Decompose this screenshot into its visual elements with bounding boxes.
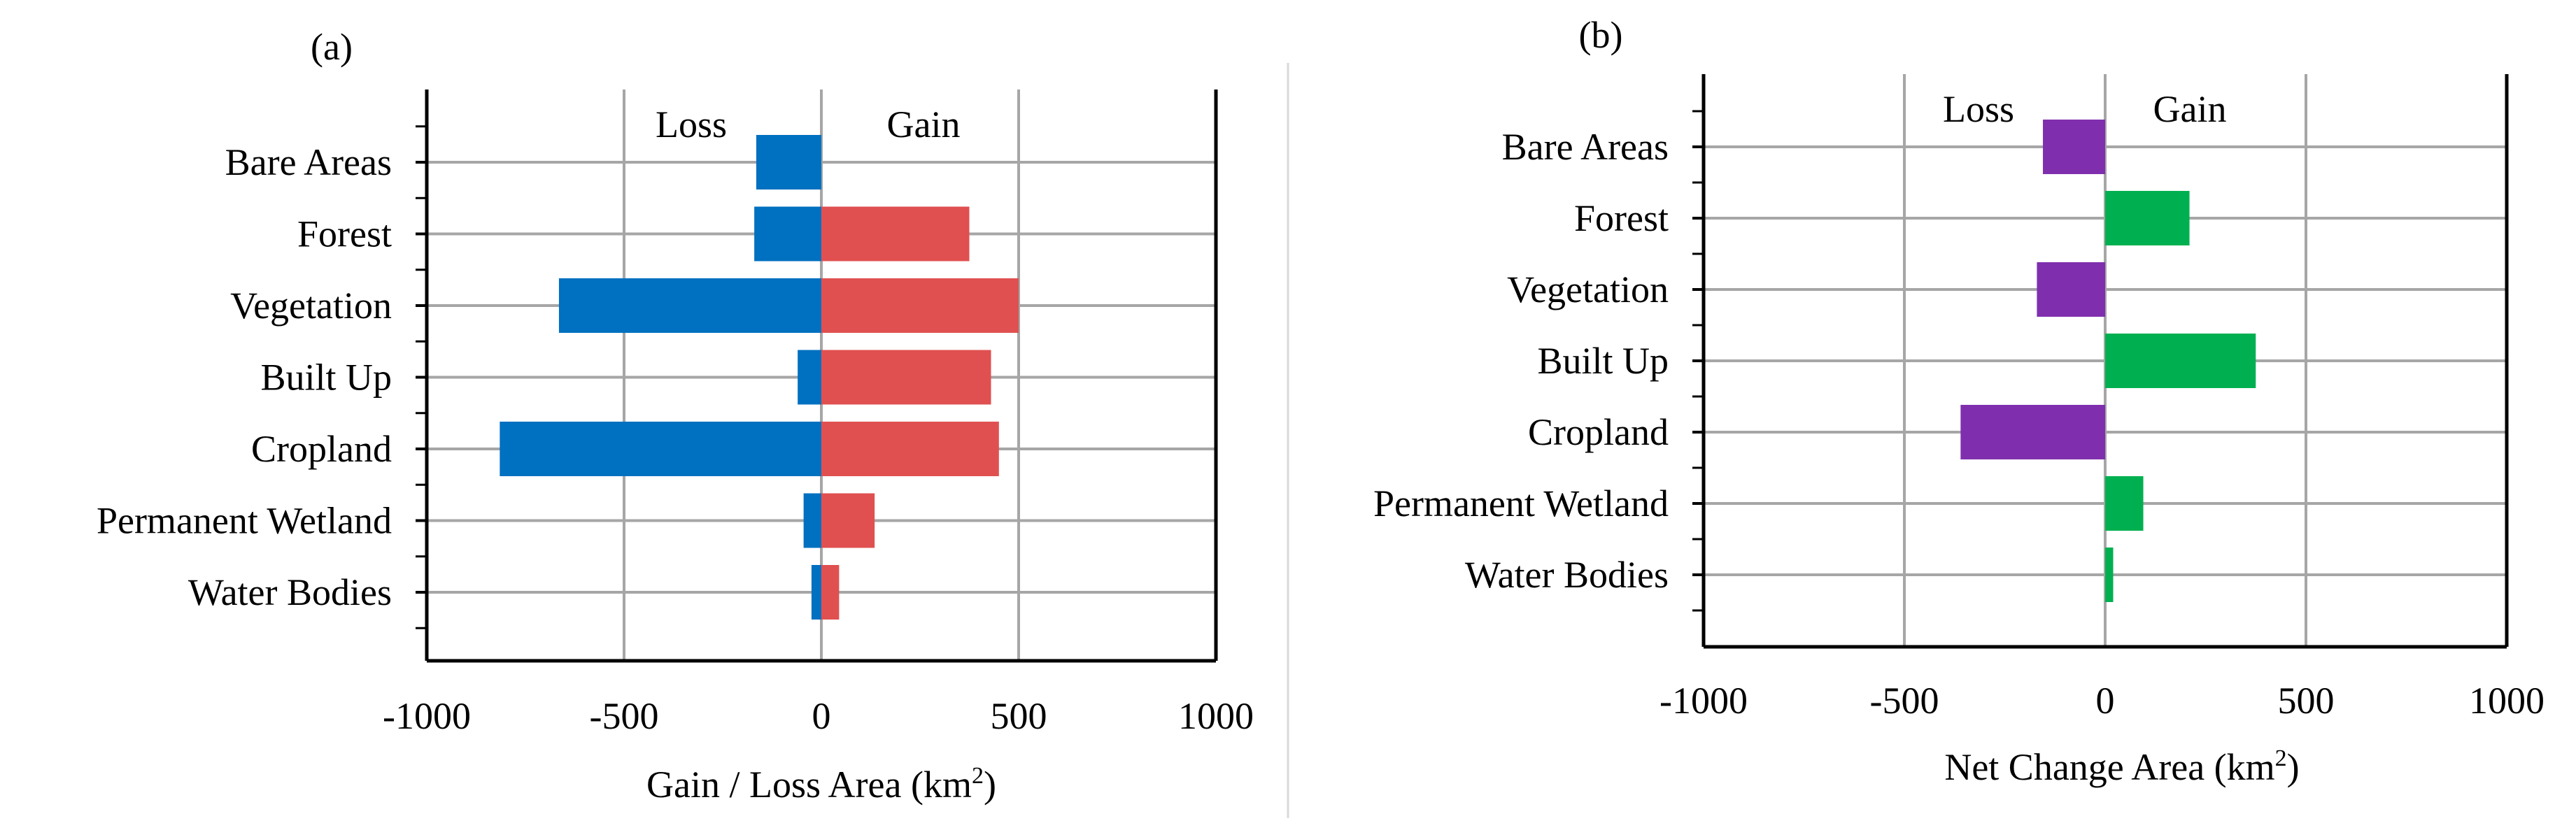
category-label: Vegetation bbox=[1507, 269, 1669, 310]
category-label: Vegetation bbox=[230, 285, 392, 327]
x-tick-label: 500 bbox=[991, 695, 1047, 737]
gain-annotation: Gain bbox=[887, 103, 961, 145]
category-label: Permanent Wetland bbox=[1373, 482, 1669, 524]
x-tick-label: 1000 bbox=[2469, 680, 2545, 722]
category-label: Cropland bbox=[1528, 411, 1669, 453]
bar-loss-built-up bbox=[798, 350, 821, 405]
category-label: Forest bbox=[297, 213, 392, 255]
bars bbox=[500, 135, 1019, 620]
chart-panel-a: (a) Bare Areas Forest Vegetation Built Up Cr… bbox=[97, 26, 1254, 806]
x-tick-label: 0 bbox=[812, 695, 831, 737]
bar-net-change-bare-areas bbox=[2043, 120, 2105, 174]
bar-net-change-built-up bbox=[2105, 334, 2256, 388]
category-label: Bare Areas bbox=[1502, 126, 1669, 168]
category-label: Built Up bbox=[1537, 340, 1669, 382]
category-label: Forest bbox=[1574, 197, 1669, 239]
category-labels: Bare Areas Forest Vegetation Built Up Cropla… bbox=[97, 141, 392, 613]
bar-net-change-permanent-wetland bbox=[2105, 476, 2144, 531]
chart-panel-b: (b) Bare Areas Forest Vegetation Built Up Cr… bbox=[1373, 14, 2545, 788]
loss-annotation: Loss bbox=[1943, 88, 2014, 130]
bar-net-change-water-bodies bbox=[2105, 548, 2114, 602]
bar-gain-vegetation bbox=[821, 278, 1019, 333]
x-tick-label: 500 bbox=[2278, 680, 2335, 722]
bar-net-change-vegetation bbox=[2037, 262, 2105, 317]
x-axis-title: Net Change Area (km2) bbox=[1944, 745, 2299, 788]
bar-net-change-forest bbox=[2105, 191, 2190, 245]
panel-label: (a) bbox=[311, 26, 353, 68]
gain-annotation: Gain bbox=[2153, 88, 2227, 130]
loss-annotation: Loss bbox=[656, 103, 727, 145]
axes bbox=[1692, 74, 2509, 649]
bar-gain-cropland bbox=[821, 422, 999, 476]
x-tick-label: -1000 bbox=[383, 695, 471, 737]
bar-gain-water-bodies bbox=[821, 565, 840, 620]
bars bbox=[1960, 120, 2256, 602]
x-tick-label: -500 bbox=[590, 695, 659, 737]
bar-gain-forest bbox=[821, 206, 970, 262]
x-axis-title: Gain / Loss Area (km2) bbox=[646, 763, 996, 806]
category-label: Water Bodies bbox=[1465, 554, 1669, 596]
category-label: Built Up bbox=[260, 357, 392, 399]
bar-loss-vegetation bbox=[558, 278, 821, 333]
bar-gain-built-up bbox=[821, 350, 991, 405]
bar-loss-cropland bbox=[500, 422, 821, 476]
category-labels: Bare Areas Forest Vegetation Built Up Cropla… bbox=[1373, 126, 1669, 596]
bar-net-change-cropland bbox=[1960, 405, 2105, 459]
axes bbox=[416, 90, 1218, 663]
bar-loss-permanent-wetland bbox=[803, 493, 821, 548]
x-tick-labels: -1000 -500 0 500 1000 bbox=[383, 695, 1254, 737]
panel-label: (b) bbox=[1579, 14, 1623, 56]
bar-loss-bare-areas bbox=[756, 135, 821, 189]
bar-loss-water-bodies bbox=[811, 565, 821, 620]
bar-gain-permanent-wetland bbox=[821, 493, 875, 548]
category-label: Water Bodies bbox=[188, 571, 392, 613]
x-tick-label: 0 bbox=[2096, 680, 2115, 722]
x-tick-labels: -1000 -500 0 500 1000 bbox=[1659, 680, 2545, 722]
x-tick-label: -1000 bbox=[1659, 680, 1748, 722]
category-label: Bare Areas bbox=[225, 141, 392, 183]
category-label: Permanent Wetland bbox=[97, 500, 392, 542]
category-label: Cropland bbox=[251, 428, 392, 470]
x-tick-label: -500 bbox=[1870, 680, 1939, 722]
x-tick-label: 1000 bbox=[1178, 695, 1254, 737]
bar-loss-forest bbox=[754, 206, 821, 262]
